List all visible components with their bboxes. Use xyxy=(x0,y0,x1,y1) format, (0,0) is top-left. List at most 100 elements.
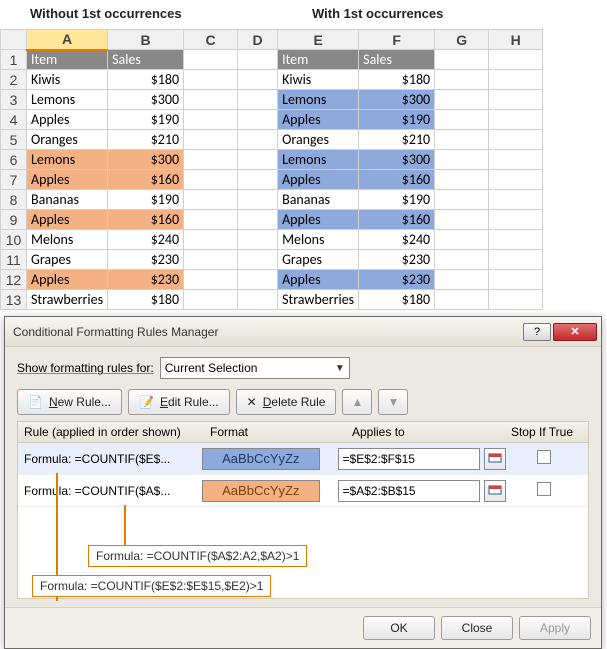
cell[interactable] xyxy=(435,190,489,210)
cell[interactable] xyxy=(435,270,489,290)
cell[interactable]: $300 xyxy=(108,90,184,110)
cell[interactable] xyxy=(435,70,489,90)
cell[interactable]: $190 xyxy=(359,110,435,130)
close-window-button[interactable]: ✕ xyxy=(553,323,597,341)
row-header[interactable]: 1 xyxy=(1,50,27,70)
cell[interactable] xyxy=(435,250,489,270)
cell[interactable]: Oranges xyxy=(27,130,108,150)
cell[interactable] xyxy=(184,230,238,250)
cell[interactable] xyxy=(489,190,543,210)
cell[interactable] xyxy=(184,270,238,290)
cell[interactable]: $180 xyxy=(359,70,435,90)
cell[interactable]: Sales xyxy=(359,50,435,70)
cell[interactable]: Apples xyxy=(278,110,359,130)
cell[interactable] xyxy=(489,50,543,70)
cell[interactable]: Melons xyxy=(27,230,108,250)
cell[interactable] xyxy=(238,190,278,210)
apply-button[interactable]: Apply xyxy=(519,616,591,640)
cell[interactable] xyxy=(184,50,238,70)
cell[interactable] xyxy=(489,110,543,130)
cell[interactable]: Kiwis xyxy=(27,70,108,90)
cell[interactable] xyxy=(489,250,543,270)
column-header-C[interactable]: C xyxy=(184,30,238,50)
cell[interactable]: $190 xyxy=(108,110,184,130)
cell[interactable] xyxy=(238,50,278,70)
cell[interactable] xyxy=(489,270,543,290)
cell[interactable] xyxy=(184,250,238,270)
ok-button[interactable]: OK xyxy=(363,616,435,640)
select-all-corner[interactable] xyxy=(1,30,27,50)
move-down-button[interactable]: ▼ xyxy=(378,389,408,415)
cell[interactable] xyxy=(435,50,489,70)
row-header[interactable]: 9 xyxy=(1,210,27,230)
row-header[interactable]: 11 xyxy=(1,250,27,270)
row-header[interactable]: 2 xyxy=(1,70,27,90)
cell[interactable]: Lemons xyxy=(27,90,108,110)
spreadsheet-grid[interactable]: ABCDEFGH 1ItemSalesItemSales2Kiwis$180Ki… xyxy=(0,29,543,310)
cell[interactable] xyxy=(489,170,543,190)
cell[interactable]: $190 xyxy=(359,190,435,210)
cell[interactable] xyxy=(184,110,238,130)
range-picker-icon[interactable] xyxy=(484,480,506,502)
cell[interactable]: $240 xyxy=(359,230,435,250)
row-header[interactable]: 3 xyxy=(1,90,27,110)
cell[interactable] xyxy=(238,270,278,290)
cell[interactable]: Melons xyxy=(278,230,359,250)
cell[interactable]: Strawberries xyxy=(27,290,108,310)
row-header[interactable]: 5 xyxy=(1,130,27,150)
cell[interactable] xyxy=(238,130,278,150)
cell[interactable] xyxy=(435,170,489,190)
stop-if-true-checkbox[interactable] xyxy=(537,482,551,496)
cell[interactable]: Bananas xyxy=(278,190,359,210)
cell[interactable] xyxy=(184,210,238,230)
cell[interactable]: $160 xyxy=(108,170,184,190)
move-up-button[interactable]: ▲ xyxy=(342,389,372,415)
cell[interactable] xyxy=(238,230,278,250)
column-header-F[interactable]: F xyxy=(359,30,435,50)
row-header[interactable]: 7 xyxy=(1,170,27,190)
row-header[interactable]: 8 xyxy=(1,190,27,210)
cell[interactable] xyxy=(435,230,489,250)
cell[interactable] xyxy=(238,70,278,90)
row-header[interactable]: 6 xyxy=(1,150,27,170)
cell[interactable] xyxy=(435,210,489,230)
rule-row[interactable]: Formula: =COUNTIF($A$...AaBbCcYyZz=$A$2:… xyxy=(18,475,588,507)
column-header-D[interactable]: D xyxy=(238,30,278,50)
cell[interactable]: Lemons xyxy=(278,150,359,170)
cell[interactable]: $230 xyxy=(359,270,435,290)
cell[interactable]: Apples xyxy=(278,170,359,190)
cell[interactable] xyxy=(184,130,238,150)
cell[interactable] xyxy=(435,150,489,170)
cell[interactable]: $300 xyxy=(108,150,184,170)
range-picker-icon[interactable] xyxy=(484,448,506,470)
cell[interactable] xyxy=(238,210,278,230)
cell[interactable]: Grapes xyxy=(27,250,108,270)
cell[interactable]: $300 xyxy=(359,90,435,110)
cell[interactable]: $300 xyxy=(359,150,435,170)
cell[interactable]: $160 xyxy=(108,210,184,230)
cell[interactable] xyxy=(489,130,543,150)
cell[interactable]: $210 xyxy=(108,130,184,150)
cell[interactable] xyxy=(489,90,543,110)
cell[interactable] xyxy=(435,110,489,130)
cell[interactable]: $190 xyxy=(108,190,184,210)
column-header-G[interactable]: G xyxy=(435,30,489,50)
cell[interactable]: Apples xyxy=(27,270,108,290)
cell[interactable]: $210 xyxy=(359,130,435,150)
cell[interactable] xyxy=(489,230,543,250)
column-header-H[interactable]: H xyxy=(489,30,543,50)
cell[interactable] xyxy=(489,290,543,310)
column-header-E[interactable]: E xyxy=(278,30,359,50)
new-rule-button[interactable]: 📄 New Rule... xyxy=(17,389,122,415)
cell[interactable]: Apples xyxy=(27,170,108,190)
cell[interactable] xyxy=(184,150,238,170)
row-header[interactable]: 4 xyxy=(1,110,27,130)
cell[interactable]: Grapes xyxy=(278,250,359,270)
edit-rule-button[interactable]: 📝 Edit Rule... xyxy=(128,389,230,415)
cell[interactable]: Strawberries xyxy=(278,290,359,310)
cell[interactable] xyxy=(184,70,238,90)
cell[interactable] xyxy=(238,170,278,190)
scope-dropdown[interactable]: Current Selection ▼ xyxy=(160,357,350,379)
row-header[interactable]: 13 xyxy=(1,290,27,310)
column-header-B[interactable]: B xyxy=(108,30,184,50)
